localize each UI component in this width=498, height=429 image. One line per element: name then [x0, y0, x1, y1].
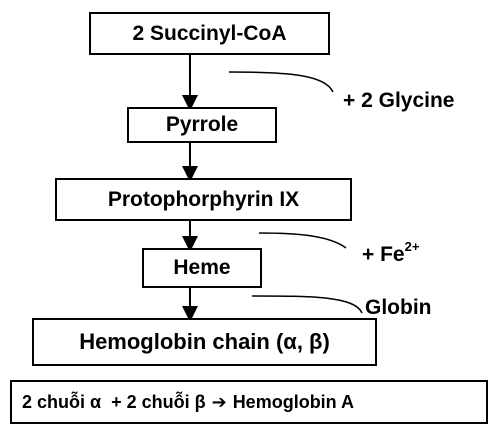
summary-box: 2 chuỗi α + 2 chuỗi β ➔ Hemoglobin A [10, 380, 488, 424]
protoporphyrin-label: Protophorphyrin IX [107, 187, 300, 211]
globin-curve [251, 295, 363, 314]
hemoglobin-chain-label: Hemoglobin chain (α, β) [79, 329, 330, 354]
heme-label: Heme [173, 256, 231, 279]
fe-charge: 2+ [404, 239, 420, 254]
succinyl-coa-label: 2 Succinyl-CoA [132, 21, 287, 45]
pyrrole-label: Pyrrole [165, 113, 239, 136]
summary-left-text: 2 chuỗi α + 2 chuỗi β [22, 391, 206, 412]
glycine-label: + 2 Glycine [343, 89, 455, 112]
heme-box: Heme [142, 248, 262, 288]
pyrrole-box: Pyrrole [127, 107, 277, 143]
fe-text: + Fe [362, 243, 405, 266]
protoporphyrin-box: Protophorphyrin IX [55, 178, 352, 221]
globin-label: Globin [365, 296, 432, 319]
hemoglobin-chain-box: Hemoglobin chain (α, β) [32, 318, 377, 366]
succinyl-coa-box: 2 Succinyl-CoA [89, 12, 330, 55]
fe-label: + Fe2+ [362, 239, 420, 267]
summary-arrow: ➔ [211, 391, 227, 412]
summary-right-text: Hemoglobin A [232, 391, 355, 412]
glycine-curve [228, 71, 334, 93]
fe-curve [258, 232, 347, 249]
